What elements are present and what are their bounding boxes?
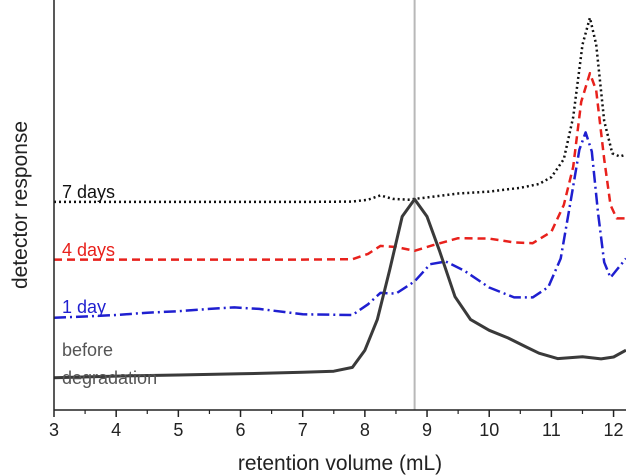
series-line-1-day <box>53 131 626 319</box>
x-tick-label-8: 8 <box>360 420 370 440</box>
x-tick-label-6: 6 <box>236 420 246 440</box>
series-label-7-days: 7 days <box>62 182 115 202</box>
series-label-degradation: degradation <box>62 368 157 388</box>
series-line-7-days <box>54 16 626 204</box>
x-tick-label-9: 9 <box>422 420 432 440</box>
x-ticks-layer: 3 4 5 6 7 8 9 10 11 12 <box>49 410 624 440</box>
x-axis-title: retention volume (mL) <box>238 452 442 475</box>
x-tick-label-3: 3 <box>49 420 59 440</box>
x-tick-label-11: 11 <box>542 420 561 440</box>
series-line-before-degradation <box>53 197 626 380</box>
series-line-4-days <box>54 71 626 261</box>
x-tick-label-10: 10 <box>479 420 499 440</box>
series-label-1-day: 1 day <box>62 297 106 317</box>
x-tick-label-4: 4 <box>111 420 121 440</box>
x-tick-label-12: 12 <box>604 420 624 440</box>
series-label-4-days: 4 days <box>62 240 115 260</box>
axes-layer <box>53 0 626 411</box>
y-axis-title: detector response <box>9 121 32 289</box>
x-tick-label-5: 5 <box>173 420 183 440</box>
series-label-before: before <box>62 340 113 360</box>
x-tick-label-7: 7 <box>298 420 308 440</box>
series-layer <box>53 16 626 380</box>
